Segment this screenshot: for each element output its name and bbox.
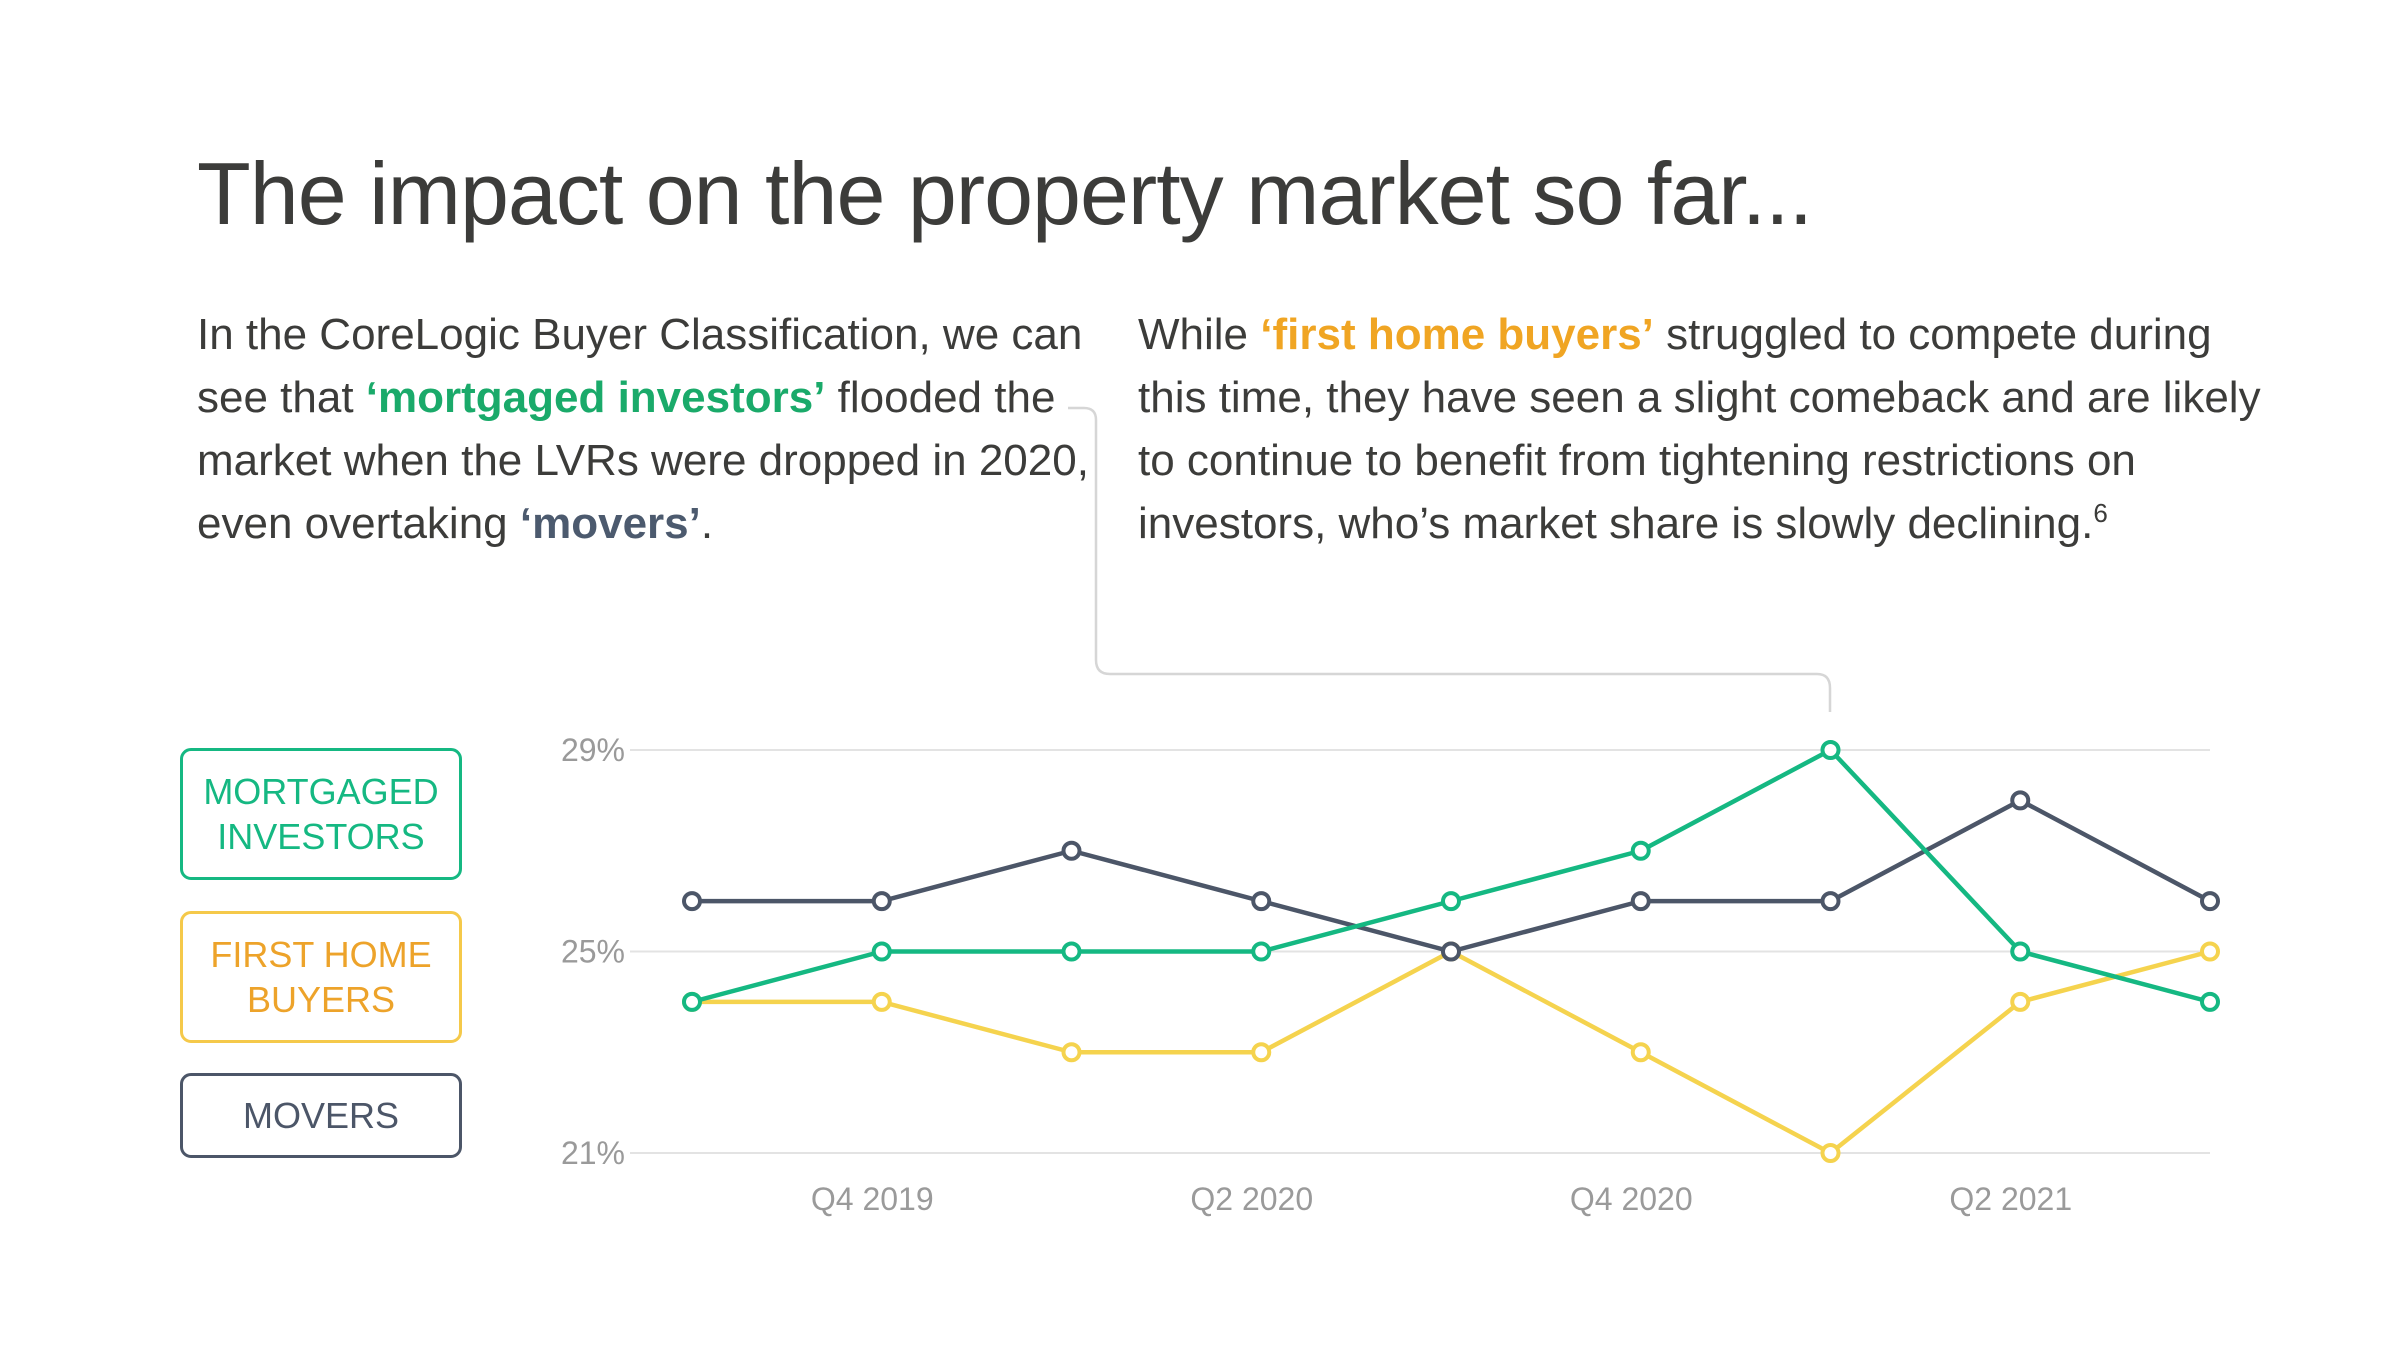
point-movers-4 bbox=[1441, 941, 1461, 962]
highlight-first-home-buyers: ‘first home buyers’ bbox=[1260, 310, 1654, 359]
legend-first-home-buyers: FIRST HOME BUYERS bbox=[180, 911, 462, 1043]
point-investors-0 bbox=[682, 991, 702, 1012]
y-tick-label-29: 29% bbox=[561, 732, 625, 768]
y-axis-labels: 29% 25% 21% bbox=[561, 732, 625, 1171]
intro-paragraph-right: While ‘first home buyers’ struggled to c… bbox=[1138, 303, 2278, 555]
point-investors-8 bbox=[2200, 991, 2220, 1012]
legend-first-home-buyers-label: FIRST HOME BUYERS bbox=[210, 934, 432, 1020]
point-movers-3 bbox=[1251, 891, 1272, 912]
callout-connector bbox=[1068, 406, 1832, 712]
point-fhb-5 bbox=[1630, 1042, 1651, 1063]
legend-movers: MOVERS bbox=[180, 1073, 462, 1158]
point-fhb-3 bbox=[1251, 1042, 1272, 1063]
point-investors-6 bbox=[1820, 740, 1841, 760]
x-tick-label-5: Q4 2020 bbox=[1570, 1181, 1693, 1217]
series-movers bbox=[682, 790, 2220, 962]
legend-mortgaged-investors-label: MORTGAGED INVESTORS bbox=[203, 771, 439, 857]
point-movers-2 bbox=[1061, 840, 1082, 861]
series-line-investors bbox=[691, 747, 2211, 1005]
intro-paragraph-left: In the CoreLogic Buyer Classification, w… bbox=[197, 303, 1097, 555]
point-fhb-1 bbox=[871, 991, 892, 1012]
series-line-movers bbox=[692, 798, 2212, 954]
point-fhb-6 bbox=[1820, 1143, 1841, 1163]
legend-movers-label: MOVERS bbox=[242, 1095, 400, 1136]
footnote-marker: 6 bbox=[2093, 498, 2108, 528]
series-line-fhb bbox=[692, 949, 2211, 1156]
point-fhb-2 bbox=[1061, 1042, 1082, 1063]
point-movers-8 bbox=[2200, 891, 2220, 912]
para-left-text-1: In the CoreLogic Buyer Classification, w… bbox=[197, 310, 1083, 422]
highlight-mortgaged-investors: ‘mortgaged investors’ bbox=[365, 373, 826, 422]
point-movers-0 bbox=[682, 891, 702, 912]
para-left-text-3: . bbox=[700, 499, 714, 548]
highlight-movers: ‘movers’ bbox=[519, 499, 701, 548]
point-movers-1 bbox=[871, 891, 892, 912]
point-movers-6 bbox=[1820, 891, 1841, 912]
grid-lines bbox=[630, 749, 2210, 1154]
x-tick-label-3: Q2 2020 bbox=[1190, 1181, 1313, 1217]
para-left-text-2: flooded the market when the LVRs were dr… bbox=[197, 373, 1089, 548]
series-fhb bbox=[682, 941, 2220, 1163]
y-tick-label-21: 21% bbox=[561, 1135, 625, 1171]
page-title: The impact on the property market so far… bbox=[197, 144, 1813, 243]
y-tick-label-25: 25% bbox=[561, 934, 625, 970]
point-fhb-7 bbox=[2010, 991, 2031, 1012]
point-movers-7 bbox=[2010, 790, 2031, 811]
point-fhb-8 bbox=[2200, 941, 2220, 962]
point-investors-1 bbox=[871, 941, 892, 962]
x-tick-label-1: Q4 2019 bbox=[811, 1181, 934, 1217]
para-right-text-1: While bbox=[1138, 310, 1261, 359]
legend-mortgaged-investors: MORTGAGED INVESTORS bbox=[180, 748, 462, 880]
point-investors-4 bbox=[1441, 891, 1461, 912]
point-movers-5 bbox=[1630, 891, 1651, 912]
series-investors bbox=[682, 740, 2220, 1012]
point-investors-7 bbox=[2010, 941, 2031, 962]
para-right-text-2: struggled to compete during this time, t… bbox=[1138, 310, 2261, 548]
point-investors-2 bbox=[1061, 941, 1082, 962]
point-investors-3 bbox=[1251, 941, 1272, 962]
point-investors-5 bbox=[1630, 840, 1651, 861]
x-tick-label-7: Q2 2021 bbox=[1949, 1181, 2072, 1217]
x-axis-labels: Q4 2019 Q2 2020 Q4 2020 Q2 2021 bbox=[811, 1181, 2072, 1217]
series-lines bbox=[682, 740, 2220, 1163]
